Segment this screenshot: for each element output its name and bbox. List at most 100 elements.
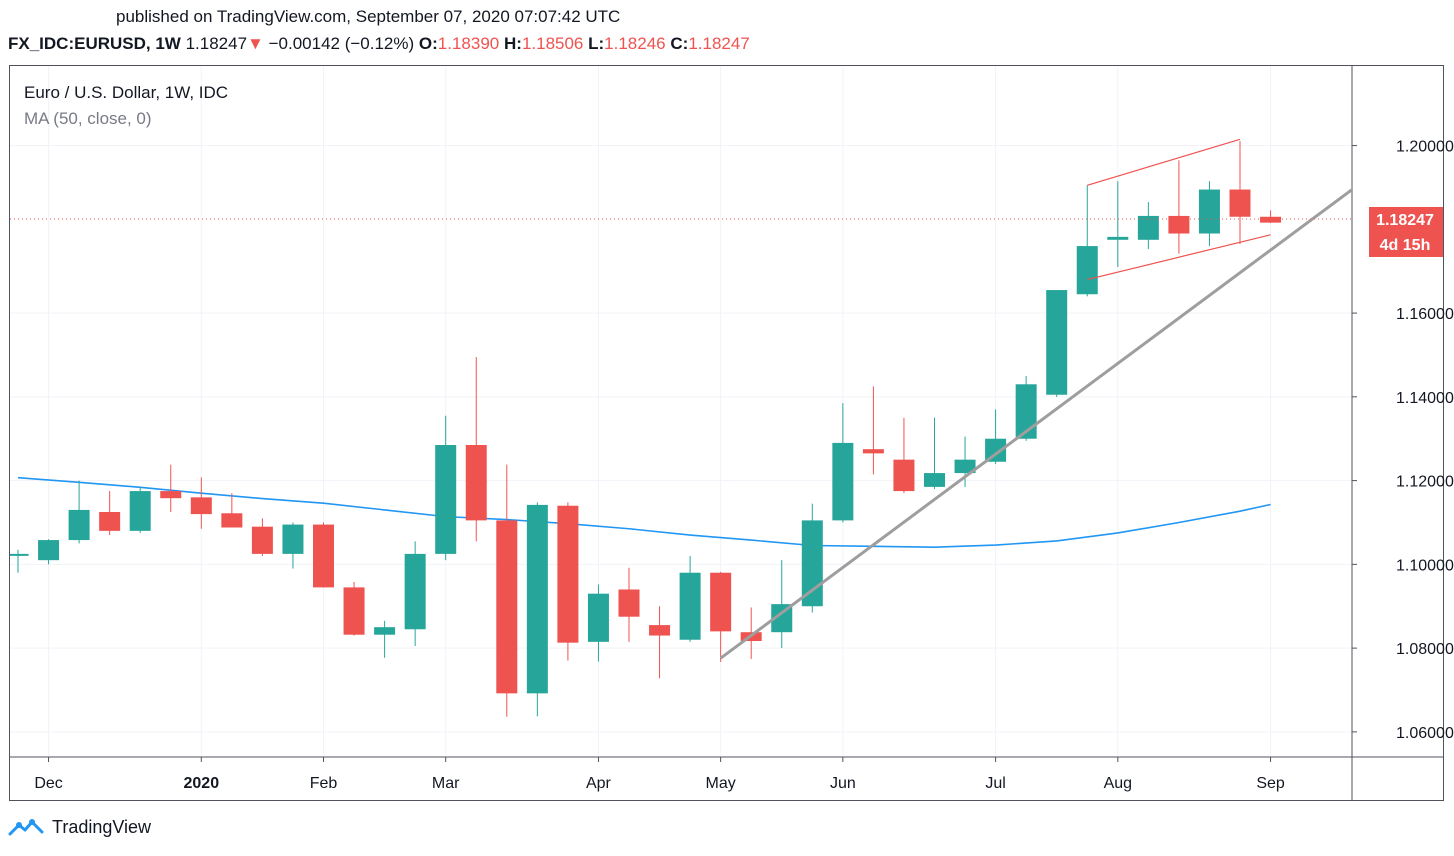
brand-name: TradingView [52, 816, 152, 837]
candle [587, 584, 609, 662]
candle [710, 571, 732, 662]
published-caption: published on TradingView.com, September … [116, 7, 621, 26]
candle-body [68, 509, 90, 541]
candle-body [526, 504, 548, 694]
candle-body [1168, 215, 1190, 234]
candle [557, 502, 579, 661]
candle-body [618, 589, 640, 617]
candle-body [221, 513, 243, 528]
x-tick-label: Mar [432, 775, 460, 792]
x-tick-label: 2020 [184, 775, 220, 792]
countdown-bg [1369, 230, 1443, 257]
candle [465, 357, 487, 542]
candle [649, 606, 671, 679]
close-label: C: [670, 34, 689, 53]
low-label: L: [588, 34, 605, 53]
y-tick-label: 1.14000 [1396, 390, 1454, 407]
candle [496, 464, 518, 717]
candle-body [190, 497, 212, 515]
candle-body [985, 438, 1007, 462]
candle [862, 386, 884, 475]
candle-body [954, 459, 976, 474]
last-price: 1.18247 [185, 34, 248, 53]
open-value: 1.18390 [437, 34, 500, 53]
candle [618, 567, 640, 642]
candle-body [435, 445, 457, 554]
candle [1198, 181, 1220, 247]
candle-body [1198, 189, 1220, 234]
candle [679, 555, 701, 642]
candle [374, 620, 396, 658]
candle [10, 549, 29, 573]
candle [893, 417, 915, 494]
candle [343, 581, 365, 636]
tradingview-brand[interactable]: TradingView [8, 816, 151, 838]
legend-ma: MA (50, close, 0) [24, 109, 152, 128]
candle [282, 522, 304, 569]
candle-body [1229, 189, 1251, 217]
close-value: 1.18247 [688, 34, 750, 53]
candle-body [649, 625, 671, 636]
candle-body [1015, 384, 1037, 439]
candle-body [10, 553, 29, 556]
support-trendline [719, 187, 1352, 660]
candle-body [587, 593, 609, 642]
x-tick-label: May [706, 775, 736, 792]
candle [1168, 160, 1190, 254]
candle [129, 486, 151, 533]
candle-body [374, 627, 396, 635]
price-tag-bg [1369, 206, 1443, 231]
x-tick-label: Jul [985, 775, 1005, 792]
x-tick-label: Sep [1256, 775, 1285, 792]
y-tick-label: 1.20000 [1396, 139, 1454, 156]
candle [954, 436, 976, 487]
candle [1107, 181, 1129, 268]
candle [1046, 290, 1068, 397]
candle-body [343, 587, 365, 635]
candle [404, 541, 426, 647]
candle [1137, 202, 1159, 250]
plot-area [10, 138, 1352, 717]
channel-upper-line [1087, 138, 1241, 186]
candle [313, 522, 334, 588]
last-price-tag [1369, 206, 1443, 257]
x-tick-label: Aug [1104, 775, 1132, 792]
candle-body [710, 572, 732, 632]
y-tick-label: 1.10000 [1396, 557, 1454, 574]
candle-body [679, 572, 701, 640]
candle-body [771, 604, 793, 633]
x-tick-label: Apr [586, 775, 612, 792]
x-tick-label: Dec [34, 775, 62, 792]
candle [190, 477, 212, 529]
candle [1229, 140, 1251, 244]
candle [526, 502, 548, 717]
candle-body [313, 524, 334, 588]
countdown-value: 4d 15h [1380, 237, 1431, 254]
symbol-label: FX_IDC:EURUSD, 1W [8, 34, 181, 53]
candle-body [404, 553, 426, 630]
candle [38, 539, 60, 565]
low-value: 1.18246 [604, 34, 666, 53]
candle-body [38, 540, 60, 561]
candle [221, 493, 243, 528]
candle-body [1260, 216, 1282, 223]
candle [1076, 185, 1098, 297]
candle-body [801, 520, 823, 607]
chart-legend: Euro / U.S. Dollar, 1W, IDC MA (50, clos… [24, 80, 228, 132]
high-label: H: [503, 34, 522, 53]
candle [924, 417, 945, 489]
change-value: −0.00142 (−0.12%) [268, 34, 415, 53]
y-tick-label: 1.16000 [1396, 306, 1454, 323]
candle-body [129, 491, 151, 531]
candle-body [1076, 246, 1098, 295]
quote-bar: FX_IDC:EURUSD, 1W 1.18247▼ −0.00142 (−0.… [8, 34, 750, 54]
candle-body [893, 459, 915, 492]
candle-body [1107, 236, 1129, 240]
candle-body [251, 526, 273, 554]
candle-body [862, 449, 884, 454]
tradingview-logo-icon [8, 819, 44, 836]
candle [740, 607, 762, 660]
candle [251, 518, 273, 556]
candle-body [1137, 215, 1159, 240]
